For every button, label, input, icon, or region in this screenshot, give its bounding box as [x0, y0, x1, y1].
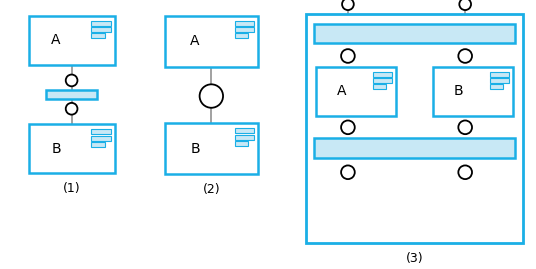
FancyBboxPatch shape [490, 78, 509, 83]
Text: (3): (3) [406, 252, 423, 265]
Circle shape [66, 103, 78, 115]
FancyBboxPatch shape [235, 128, 254, 133]
FancyBboxPatch shape [91, 33, 105, 38]
Circle shape [342, 0, 354, 10]
FancyBboxPatch shape [166, 16, 258, 67]
Text: A: A [51, 33, 61, 47]
FancyBboxPatch shape [91, 27, 111, 32]
FancyBboxPatch shape [235, 33, 249, 38]
FancyBboxPatch shape [235, 27, 254, 32]
Circle shape [459, 0, 471, 10]
FancyBboxPatch shape [91, 136, 111, 140]
Circle shape [458, 165, 472, 179]
FancyBboxPatch shape [28, 124, 115, 173]
Circle shape [66, 75, 78, 86]
FancyBboxPatch shape [235, 141, 249, 146]
Circle shape [341, 165, 355, 179]
FancyBboxPatch shape [314, 138, 515, 158]
FancyBboxPatch shape [91, 142, 105, 147]
Text: (1): (1) [63, 182, 80, 195]
Text: (2): (2) [203, 183, 220, 196]
FancyBboxPatch shape [373, 84, 386, 89]
FancyBboxPatch shape [46, 90, 97, 99]
Circle shape [199, 84, 223, 108]
FancyBboxPatch shape [433, 67, 513, 116]
Circle shape [458, 121, 472, 134]
FancyBboxPatch shape [28, 16, 115, 65]
FancyBboxPatch shape [316, 67, 396, 116]
Text: A: A [190, 34, 200, 48]
FancyBboxPatch shape [373, 72, 392, 77]
Circle shape [341, 49, 355, 63]
Text: B: B [190, 142, 200, 156]
Circle shape [341, 121, 355, 134]
Circle shape [458, 49, 472, 63]
FancyBboxPatch shape [235, 134, 254, 140]
FancyBboxPatch shape [166, 123, 258, 174]
FancyBboxPatch shape [314, 24, 515, 43]
FancyBboxPatch shape [306, 14, 523, 243]
FancyBboxPatch shape [490, 84, 503, 89]
FancyBboxPatch shape [235, 21, 254, 26]
FancyBboxPatch shape [91, 21, 111, 26]
FancyBboxPatch shape [91, 129, 111, 134]
Text: B: B [51, 142, 61, 156]
FancyBboxPatch shape [490, 72, 509, 77]
FancyBboxPatch shape [373, 78, 392, 83]
Text: B: B [454, 84, 464, 98]
Text: A: A [337, 84, 346, 98]
